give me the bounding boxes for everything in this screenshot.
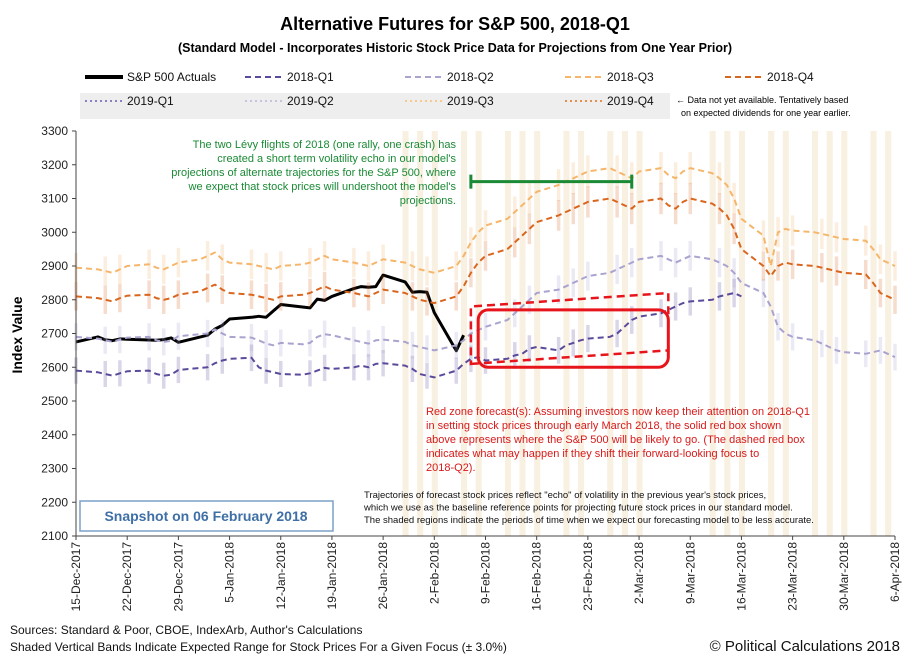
shaded-band [578, 131, 585, 536]
x-tick-label: 22-Dec-2017 [120, 542, 134, 612]
annotation-red-zone: Red zone forecast(s): Assuming investors… [426, 406, 810, 474]
y-tick-label: 2900 [41, 259, 68, 273]
y-tick-label: 2200 [41, 495, 68, 509]
annot-green-line: projections of alternate trajectories fo… [171, 167, 456, 179]
legend-label: 2018-Q3 [607, 70, 654, 84]
copyright: © Political Calculations 2018 [710, 638, 900, 655]
series-line-2018-q1 [75, 292, 742, 379]
red-zone-dashed-box [469, 291, 670, 366]
shaded-band [636, 131, 643, 536]
y-tick-label: 3100 [41, 192, 68, 206]
annot-black-line: which we use as the baseline reference p… [363, 503, 793, 514]
shaded-band [812, 131, 819, 536]
axes: 2100 2200 2300 2400 2500 2600 2700 2800 2900 3000… [41, 124, 902, 611]
legend-unavailable-shade [80, 93, 670, 119]
legend-label: 2018-Q1 [287, 70, 334, 84]
x-tick-label: 30-Mar-2018 [837, 542, 851, 611]
legend-label: 2019-Q3 [447, 94, 494, 108]
x-tick-label: 29-Dec-2017 [171, 542, 185, 612]
legend: S&P 500 Actuals 2018-Q1 2018-Q2 2018-Q3 2018… [80, 70, 814, 119]
annot-black-line: Trajectories of forecast stock prices re… [364, 490, 766, 501]
shaded-band [870, 131, 877, 536]
chart-title: Alternative Futures for S&P 500, 2018-Q1 [280, 14, 630, 34]
y-axis-label: Index Value [9, 296, 25, 373]
annotation-trajectories: Trajectories of forecast stock prices re… [363, 490, 814, 526]
annot-green-line: projections. [400, 195, 456, 207]
shaded-band [461, 131, 468, 536]
legend-note-line-2: on expected dividends for one year earli… [681, 108, 851, 118]
legend-label: S&P 500 Actuals [127, 70, 216, 84]
snapshot-box [79, 500, 334, 532]
x-tick-label: 26-Jan-2018 [376, 542, 390, 610]
x-tick-label: 9-Feb-2018 [479, 542, 493, 604]
y-tick-label: 2400 [41, 428, 68, 442]
annot-red-line: Red zone forecast(s): Assuming investors… [426, 406, 810, 418]
x-tick-label: 9-Mar-2018 [683, 542, 697, 604]
y-tick-label: 2700 [41, 327, 68, 341]
shaded-band [519, 131, 526, 536]
shaded-band [417, 131, 424, 536]
shaded-band [504, 131, 511, 536]
shaded-bands [402, 131, 892, 536]
x-tick-label: 12-Jan-2018 [274, 542, 288, 610]
x-tick-label: 16-Feb-2018 [530, 542, 544, 611]
x-tick-label: 23-Feb-2018 [581, 542, 595, 611]
annot-red-line: 2018-Q2). [426, 462, 476, 474]
shaded-band [534, 131, 541, 536]
snapshot-label: Snapshot on 06 February 2018 [104, 508, 307, 524]
x-tick-label: 5-Jan-2018 [223, 542, 237, 603]
shaded-band [621, 131, 628, 536]
series-line-s-p-500-actuals [75, 273, 465, 353]
x-tick-label: 2-Mar-2018 [632, 542, 646, 604]
x-tick-label: 19-Jan-2018 [325, 542, 339, 610]
y-tick-label: 3000 [41, 225, 68, 239]
shaded-band [782, 131, 789, 536]
shaded-band [431, 131, 438, 536]
chart-subtitle: (Standard Model - Incorporates Historic … [178, 41, 732, 55]
shaded-band [841, 131, 848, 536]
shaded-band [826, 131, 833, 536]
legend-label: 2019-Q4 [607, 94, 654, 108]
y-tick-label: 3300 [41, 124, 68, 138]
shaded-band [768, 131, 775, 536]
y-tick-label: 2800 [41, 293, 68, 307]
legend-note-line-1: ← Data not yet available. Tentatively ba… [676, 95, 848, 105]
annot-red-line: above represents where the S&P 500 will … [426, 434, 805, 446]
bands-note: Shaded Vertical Bands Indicate Expected … [10, 640, 507, 654]
shaded-band [709, 131, 716, 536]
x-tick-label: 6-Apr-2018 [888, 542, 902, 602]
x-tick-label: 16-Mar-2018 [734, 542, 748, 611]
shaded-band [402, 131, 409, 536]
shaded-band [563, 131, 570, 536]
shaded-band [738, 131, 745, 536]
legend-label: 2019-Q1 [127, 94, 174, 108]
series-line-2018-q2 [75, 254, 896, 359]
y-tick-label: 2100 [41, 529, 68, 543]
x-tick-label: 23-Mar-2018 [786, 542, 800, 611]
overlay-layer [469, 174, 670, 369]
x-tick-label: 15-Dec-2017 [69, 542, 83, 612]
shaded-band [724, 131, 731, 536]
y-tick-label: 2300 [41, 462, 68, 476]
annot-green-line: The two Lévy flights of 2018 (one rally,… [193, 139, 457, 151]
series-layer [74, 151, 897, 389]
annotation-levy-flights: The two Lévy flights of 2018 (one rally,… [171, 139, 456, 207]
series-line-2018-q4 [75, 197, 896, 305]
annot-black-line: The shaded regions indicate the periods … [364, 515, 814, 526]
x-tick-label: 2-Feb-2018 [427, 542, 441, 604]
y-tick-label: 3200 [41, 158, 68, 172]
annot-red-line: in setting stock prices through early Ma… [426, 420, 781, 432]
y-tick-label: 2500 [41, 394, 68, 408]
annot-green-line: we expect that stock prices will undersh… [188, 181, 457, 193]
sources-note: Sources: Standard & Poor, CBOE, IndexArb… [10, 623, 362, 637]
legend-label: 2018-Q2 [447, 70, 494, 84]
annot-green-line: created a short term volatility echo in … [217, 153, 456, 165]
legend-label: 2018-Q4 [767, 70, 814, 84]
legend-label: 2019-Q2 [287, 94, 334, 108]
shaded-band [607, 131, 614, 536]
y-tick-label: 2600 [41, 360, 68, 374]
shaded-band [885, 131, 892, 536]
annot-red-line: indicates what may happen if they shift … [426, 448, 759, 460]
